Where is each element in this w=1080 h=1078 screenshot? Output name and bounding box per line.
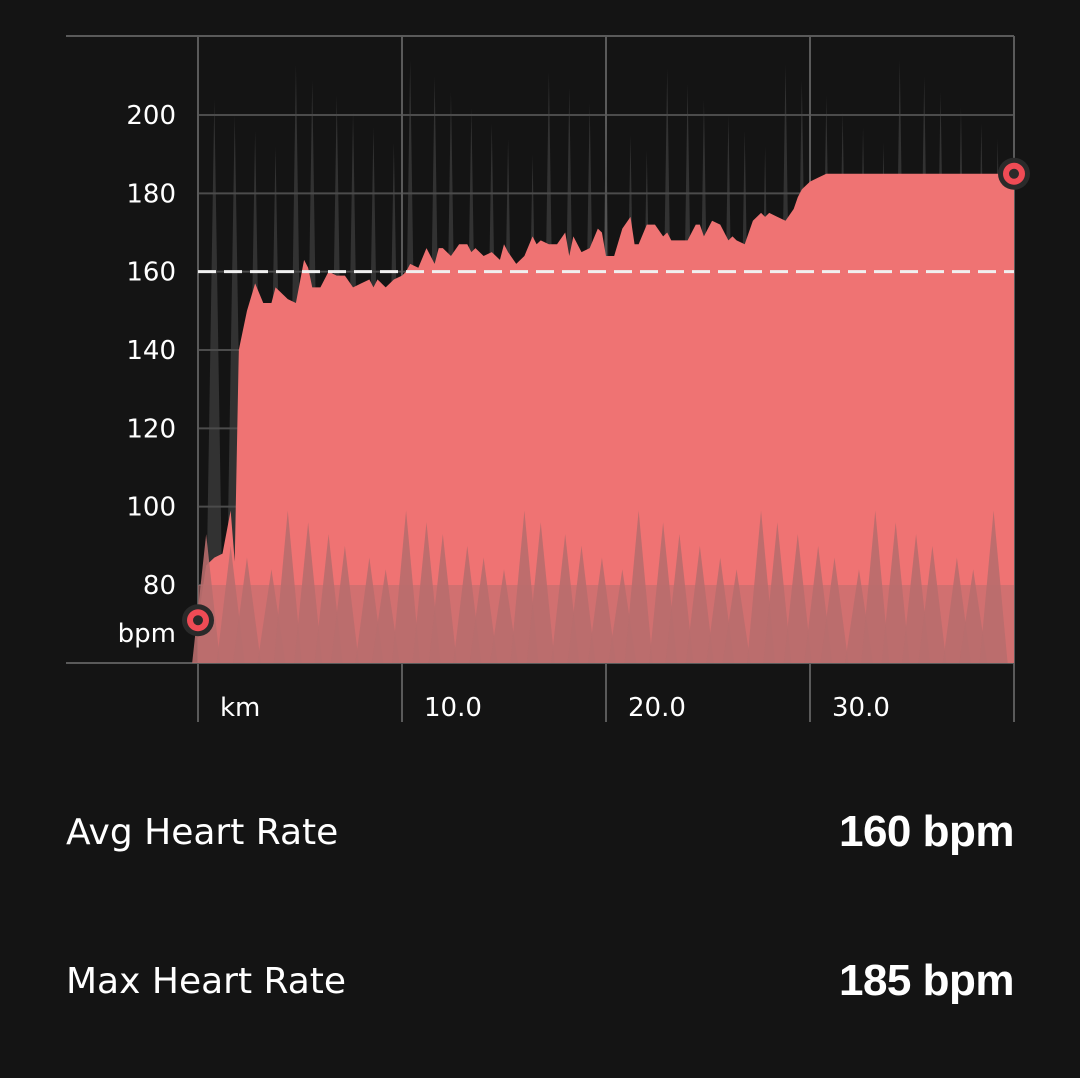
max-heart-rate-label: Max Heart Rate <box>66 960 347 1002</box>
x-tick-label-1: 20.0 <box>628 693 686 723</box>
y-axis-unit-label: bpm <box>118 619 176 649</box>
area-lower-band <box>198 585 1014 663</box>
y-tick-label-140: 140 <box>126 336 176 366</box>
y-axis-ticks: 80 100 120 140 160 180 200 <box>126 101 176 601</box>
y-tick-label-160: 160 <box>126 258 176 288</box>
avg-heart-rate-label: Avg Heart Rate <box>66 811 339 853</box>
marker-center <box>193 615 203 626</box>
x-tick-label-0: 10.0 <box>424 693 482 723</box>
start-marker <box>182 604 214 637</box>
avg-heart-rate-value: 160 bpm <box>838 807 1015 856</box>
x-axis-ticks: 10.0 20.0 30.0 <box>424 693 890 723</box>
max-heart-rate-row: Max Heart Rate 185 bpm <box>66 951 1015 1011</box>
heart-rate-chart: 80 100 120 140 160 180 200 bpm 10.0 20.0 30.0 km <box>66 35 1030 723</box>
x-tick-label-2: 30.0 <box>832 693 890 723</box>
y-tick-label-80: 80 <box>143 571 176 601</box>
max-heart-rate-value: 185 bpm <box>838 956 1015 1005</box>
heart-rate-area-fill <box>198 173 1014 663</box>
end-marker <box>998 157 1030 190</box>
spike <box>205 99 224 664</box>
marker-center <box>1009 168 1019 179</box>
y-tick-label-200: 200 <box>126 101 176 131</box>
avg-heart-rate-row: Avg Heart Rate 160 bpm <box>66 802 1015 862</box>
heart-rate-area <box>192 173 1014 663</box>
chart-markers <box>182 157 1030 637</box>
y-tick-label-180: 180 <box>126 179 176 209</box>
x-axis-unit-label: km <box>220 693 260 723</box>
y-tick-label-120: 120 <box>126 414 176 444</box>
y-tick-label-100: 100 <box>126 493 176 523</box>
